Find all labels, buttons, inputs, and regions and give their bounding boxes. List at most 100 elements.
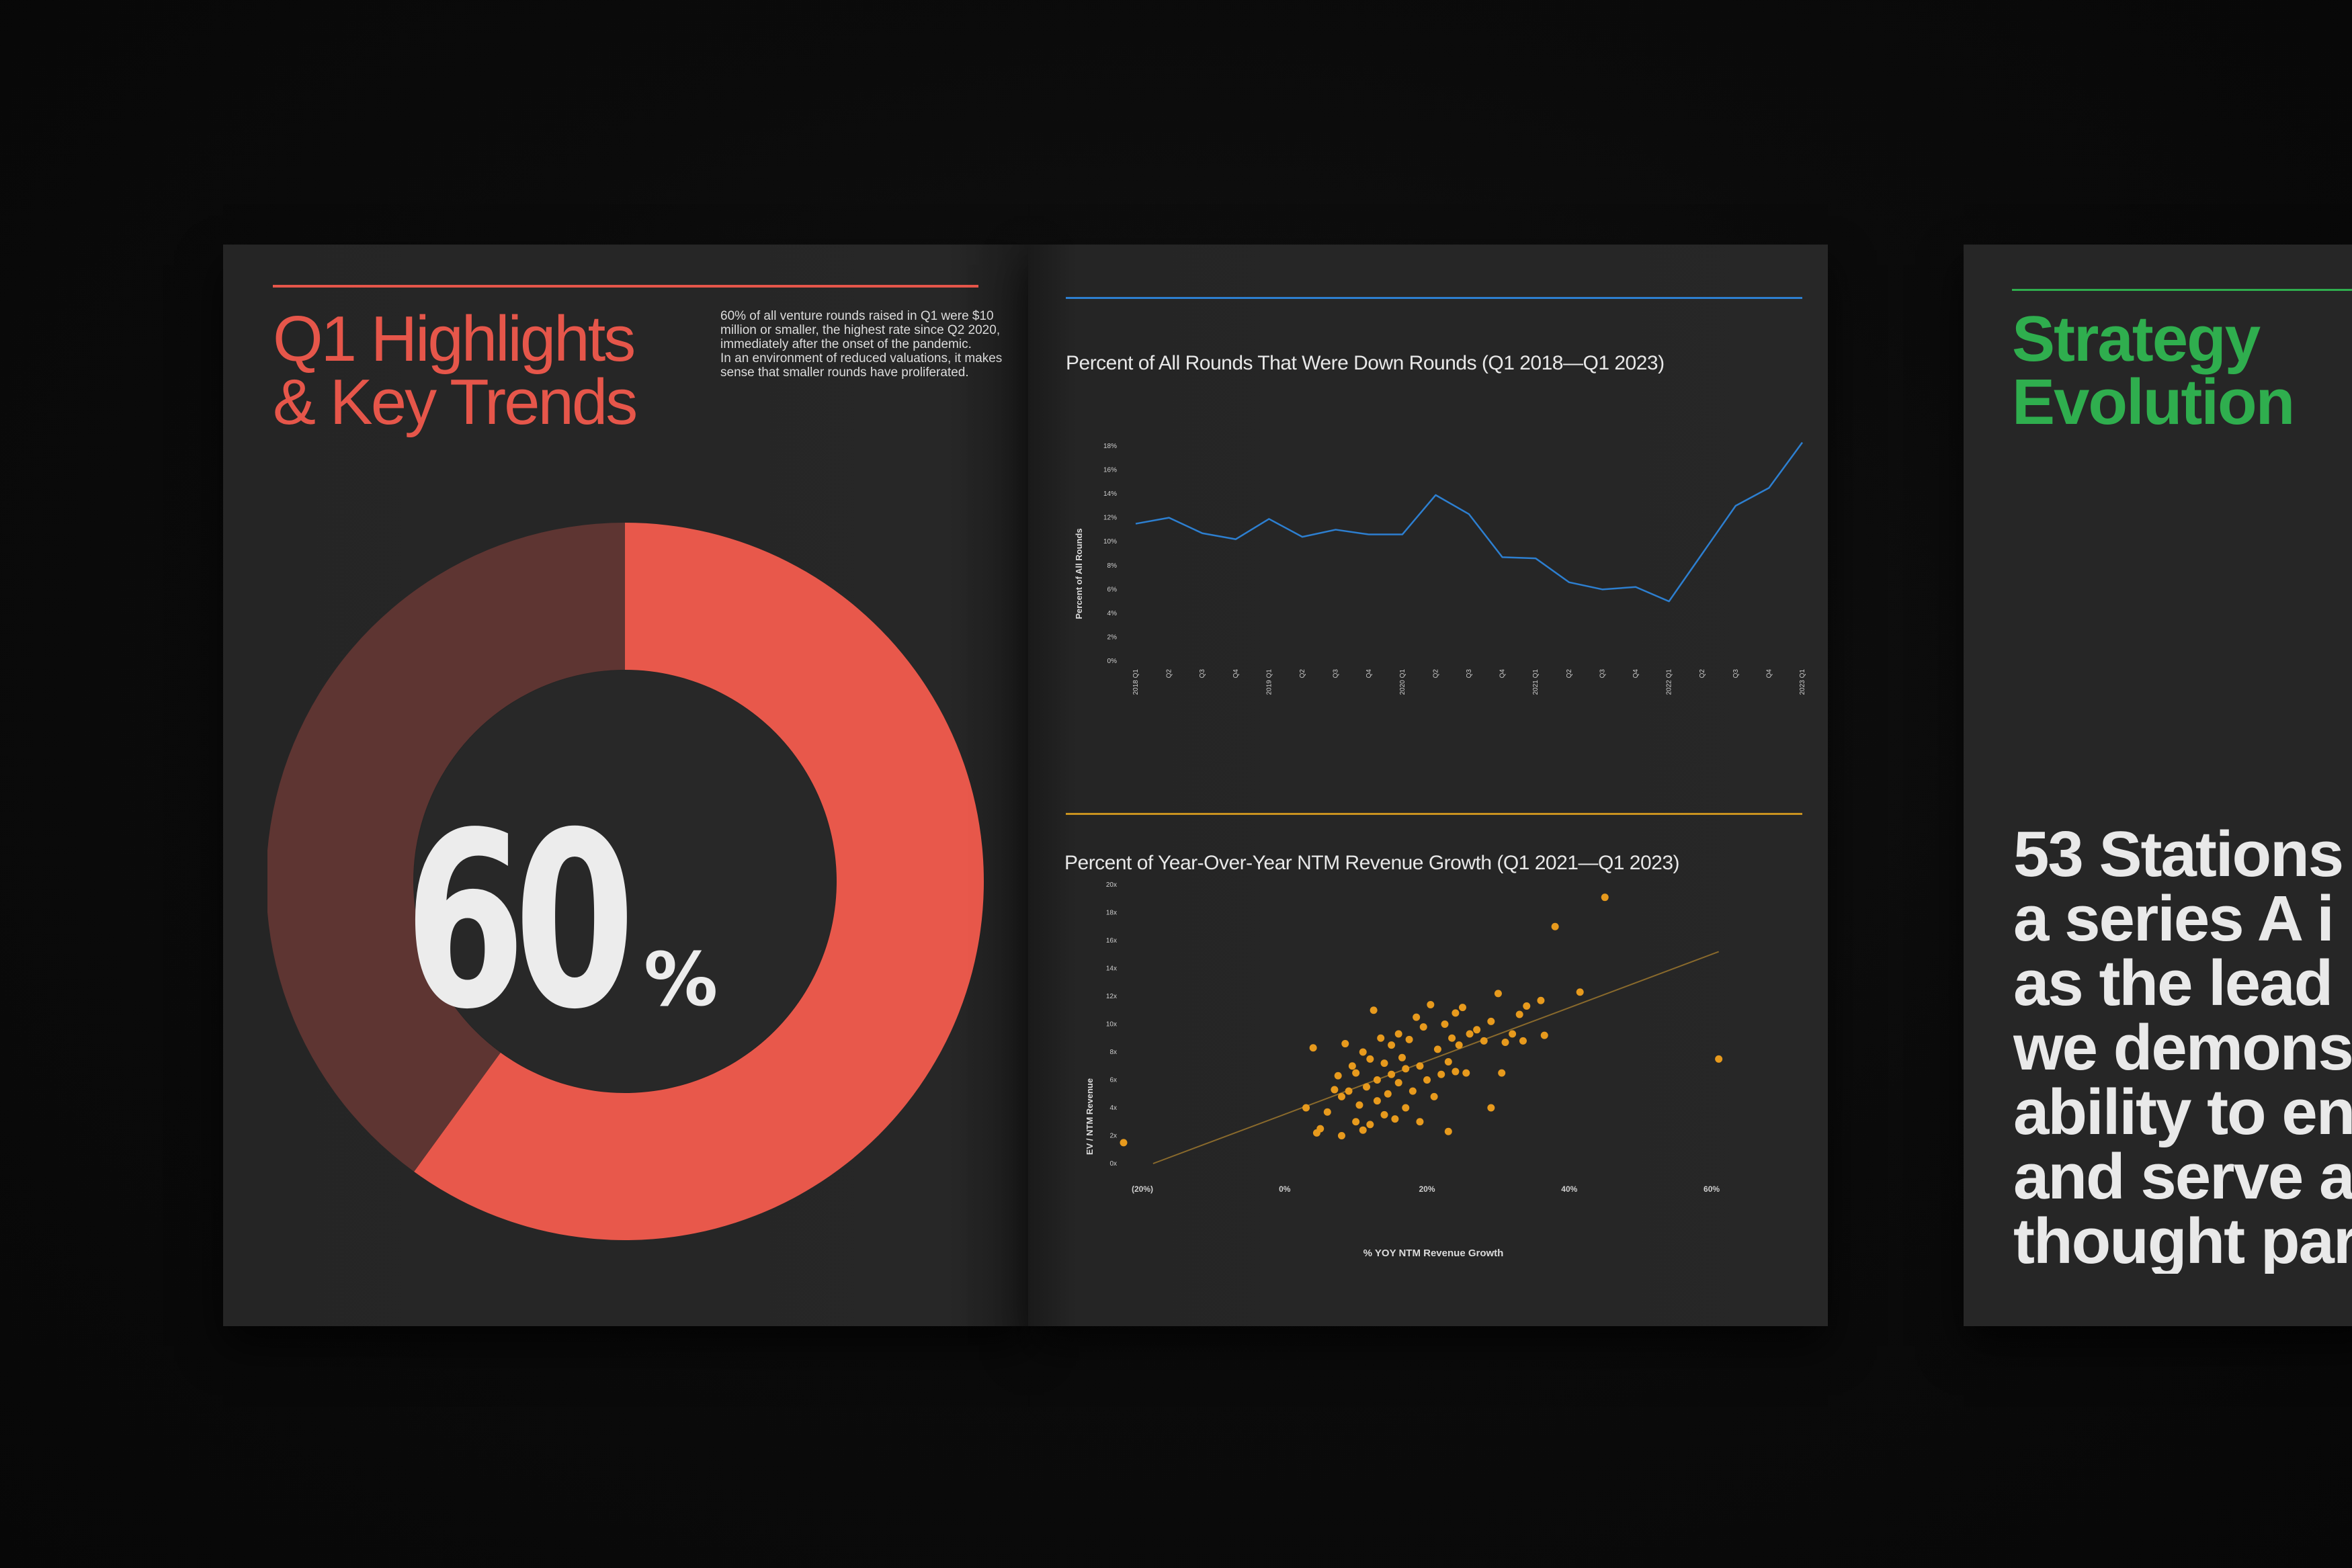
scatter-point (1380, 1110, 1388, 1119)
line-x-tick-label: Q2 (1299, 669, 1306, 679)
line-x-ticks: 2018 Q1 Q2 Q3 Q4 2019 Q1 Q2 Q3 Q4 2020 Q1 Q2 Q3 Q4 2… (1132, 669, 1806, 695)
scatter-point (1402, 1104, 1410, 1112)
scatter-point (1519, 1037, 1527, 1045)
line-y-tick-label: 4% (1107, 610, 1118, 617)
donut-center-unit: % (644, 937, 718, 1022)
line-x-tick-label: 2020 Q1 (1399, 669, 1406, 695)
scatter-point (1715, 1055, 1723, 1063)
scatter-point (1405, 1035, 1413, 1043)
left-page-title: Q1 Highlights & Key Trends (273, 307, 743, 435)
strategy-title-line1: Strategy (2012, 303, 2261, 375)
scatter-point (1430, 1092, 1438, 1100)
donut-slice-1 (267, 523, 625, 1172)
scatter-point (1501, 1038, 1509, 1046)
scatter-y-tick-label: 4x (1109, 1104, 1117, 1112)
scatter-point (1316, 1125, 1325, 1133)
scatter-trendline (1152, 951, 1719, 1164)
scatter-point (1384, 1090, 1392, 1098)
scatter-point (1441, 1020, 1449, 1028)
scatter-point (1537, 996, 1545, 1004)
scatter-y-tick-label: 18x (1106, 910, 1117, 917)
line-x-tick-label: Q3 (1333, 669, 1340, 679)
line-chart-title: Percent of All Rounds That Were Down Rou… (1066, 352, 1665, 374)
scatter-y-ticks: 0x 2x 4x 6x 8x 10x 12x 14x 16x 18x 20x (1106, 881, 1117, 1168)
scatter-x-tick-label: 40% (1561, 1184, 1577, 1194)
body-line: thought par (2013, 1205, 2352, 1274)
body-line: a series A i (2013, 883, 2335, 955)
scatter-point (1388, 1070, 1396, 1078)
line-x-tick-label: Q4 (1765, 669, 1773, 679)
line-x-tick-label: Q2 (1699, 669, 1706, 679)
scatter-point (1480, 1037, 1488, 1045)
scatter-point (1416, 1062, 1424, 1070)
line-x-tick-label: Q2 (1166, 669, 1173, 679)
scatter-point (1576, 988, 1584, 996)
scatter-y-tick-label: 8x (1109, 1049, 1117, 1056)
scatter-point (1601, 894, 1609, 902)
strategy-title: Strategy Evolution (2012, 307, 2352, 435)
line-x-tick-label: Q3 (1199, 669, 1206, 679)
scatter-point (1458, 1004, 1466, 1012)
scatter-point (1452, 1009, 1460, 1017)
scatter-x-tick-label: (20%) (1132, 1184, 1153, 1194)
line-x-tick-label: 2022 Q1 (1666, 669, 1673, 695)
scatter-point (1498, 1069, 1506, 1077)
line-x-tick-label: 2023 Q1 (1799, 669, 1806, 695)
line-x-tick-label: Q2 (1566, 669, 1573, 679)
line-x-tick-label: Q3 (1732, 669, 1740, 679)
scatter-point (1309, 1044, 1317, 1052)
scatter-y-tick-label: 0x (1109, 1160, 1117, 1168)
line-y-tick-label: 18% (1103, 443, 1117, 450)
line-y-tick-label: 2% (1107, 634, 1118, 641)
right-page: Percent of All Rounds That Were Down Rou… (1028, 245, 1828, 1326)
intro-line: 60% of all venture rounds raised in Q1 w… (720, 309, 994, 323)
scatter-y-tick-label: 20x (1106, 881, 1117, 889)
scatter-point (1419, 1023, 1427, 1031)
scatter-x-ticks: (20%) 0% 20% 40% 60% (1132, 1184, 1720, 1194)
scatter-points (1120, 894, 1723, 1147)
scatter-point (1370, 1006, 1378, 1014)
donut-slices (267, 523, 984, 1240)
body-line: ability to en (2013, 1076, 2352, 1148)
scatter-point (1466, 1030, 1474, 1038)
scatter-point (1473, 1026, 1481, 1034)
intro-paragraph: 60% of all venture rounds raised in Q1 w… (720, 309, 1003, 380)
scatter-point (1398, 1053, 1406, 1061)
scatter-point (1334, 1072, 1342, 1080)
scatter-point (1494, 990, 1502, 998)
scatter-point (1323, 1108, 1331, 1116)
scatter-point (1394, 1030, 1402, 1038)
scatter-point (1337, 1132, 1345, 1139)
scatter-point (1380, 1059, 1388, 1068)
intro-line: immediately after the onset of the pande… (720, 337, 972, 351)
scatter-point (1331, 1086, 1339, 1094)
scatter-point (1355, 1101, 1363, 1109)
line-y-tick-label: 14% (1103, 490, 1117, 498)
scatter-y-tick-label: 12x (1106, 993, 1117, 1000)
body-line: 53 Stations (2013, 822, 2344, 890)
line-x-tick-label: 2019 Q1 (1265, 669, 1273, 695)
scatter-y-tick-label: 6x (1109, 1077, 1117, 1084)
scatter-point (1373, 1076, 1381, 1084)
line-x-tick-label: Q3 (1466, 669, 1473, 679)
line-chart: Percent of All Rounds That Were Down Rou… (1066, 352, 1806, 695)
line-y-tick-label: 6% (1107, 586, 1118, 593)
scatter-point (1391, 1115, 1399, 1123)
scatter-chart-y-label: EV / NTM Revenue (1085, 1078, 1095, 1155)
scatter-chart-title: Percent of Year-Over-Year NTM Revenue Gr… (1064, 852, 1679, 874)
body-line: we demons (2013, 1012, 2352, 1084)
line-x-tick-label: 2018 Q1 (1132, 669, 1140, 695)
scatter-point (1416, 1118, 1424, 1126)
line-y-tick-label: 8% (1107, 562, 1118, 570)
scatter-point (1452, 1068, 1460, 1076)
scatter-point (1120, 1139, 1128, 1147)
scatter-point (1509, 1030, 1517, 1038)
scatter-point (1359, 1048, 1367, 1056)
line-y-tick-label: 10% (1103, 538, 1117, 546)
body-statement: 53 Stations a series A i as the lead we … (2013, 822, 2352, 1274)
scatter-point (1523, 1002, 1531, 1010)
scatter-point (1352, 1118, 1360, 1126)
line-x-tick-label: Q4 (1366, 669, 1373, 679)
scatter-y-tick-label: 16x (1106, 937, 1117, 945)
body-line: and serve a (2013, 1141, 2352, 1213)
